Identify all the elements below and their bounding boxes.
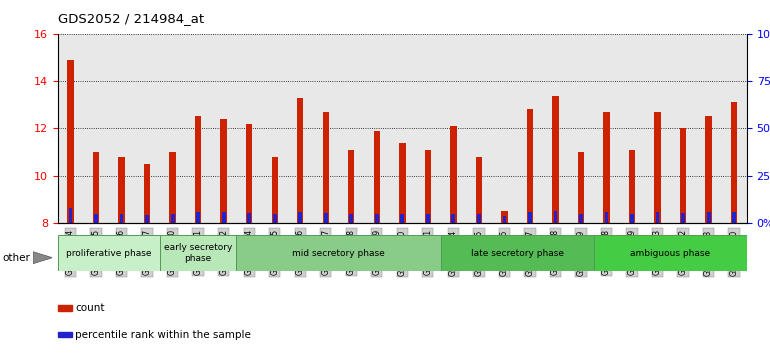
Text: early secretory
phase: early secretory phase xyxy=(164,244,233,263)
Bar xyxy=(373,131,380,223)
Text: proliferative phase: proliferative phase xyxy=(66,249,152,258)
Text: mid secretory phase: mid secretory phase xyxy=(292,249,385,258)
Bar xyxy=(680,128,686,223)
Text: other: other xyxy=(2,253,30,263)
Bar xyxy=(323,112,329,223)
Bar xyxy=(426,215,430,223)
Bar xyxy=(655,212,659,223)
Polygon shape xyxy=(33,252,52,264)
Bar xyxy=(630,213,634,223)
Bar xyxy=(69,208,72,223)
Bar xyxy=(93,152,99,223)
Bar xyxy=(298,212,302,223)
Text: percentile rank within the sample: percentile rank within the sample xyxy=(75,330,251,339)
Bar xyxy=(119,214,123,223)
Bar xyxy=(146,216,149,223)
Bar xyxy=(247,213,251,223)
Text: late secretory phase: late secretory phase xyxy=(470,249,564,258)
Bar xyxy=(67,60,74,223)
Bar xyxy=(195,116,201,223)
Bar xyxy=(425,150,431,223)
Bar xyxy=(169,152,176,223)
Text: count: count xyxy=(75,303,105,313)
Text: ambiguous phase: ambiguous phase xyxy=(631,249,711,258)
Bar xyxy=(477,215,480,223)
Bar xyxy=(196,212,200,223)
Bar xyxy=(578,152,584,223)
Bar xyxy=(604,212,608,223)
Bar xyxy=(654,112,661,223)
Bar xyxy=(527,109,533,223)
Bar xyxy=(594,235,747,271)
Bar xyxy=(246,124,253,223)
Bar xyxy=(554,211,557,223)
Bar xyxy=(732,212,736,223)
Bar xyxy=(579,213,583,223)
Bar xyxy=(440,235,594,271)
Bar xyxy=(681,213,685,223)
Bar xyxy=(503,216,507,223)
Bar xyxy=(297,98,303,223)
Bar xyxy=(160,235,236,271)
Bar xyxy=(528,212,532,223)
Bar xyxy=(450,126,457,223)
Bar xyxy=(171,213,175,223)
Bar xyxy=(94,213,98,223)
Bar xyxy=(399,143,406,223)
Bar xyxy=(119,157,125,223)
Bar xyxy=(273,214,276,223)
Bar xyxy=(375,213,379,223)
Bar xyxy=(324,213,328,223)
Bar xyxy=(476,157,482,223)
Bar xyxy=(400,215,404,223)
Bar xyxy=(629,150,635,223)
Bar xyxy=(501,211,507,223)
Bar xyxy=(272,157,278,223)
Bar xyxy=(144,164,150,223)
Bar xyxy=(236,235,440,271)
Bar xyxy=(222,212,226,223)
Bar xyxy=(705,116,711,223)
Bar xyxy=(350,213,353,223)
Bar xyxy=(451,213,455,223)
Text: GDS2052 / 214984_at: GDS2052 / 214984_at xyxy=(58,12,204,25)
Bar xyxy=(220,119,227,223)
Bar xyxy=(552,96,559,223)
Bar xyxy=(731,102,738,223)
Bar xyxy=(58,235,160,271)
Bar xyxy=(348,150,354,223)
Bar xyxy=(707,212,711,223)
Bar xyxy=(604,112,610,223)
